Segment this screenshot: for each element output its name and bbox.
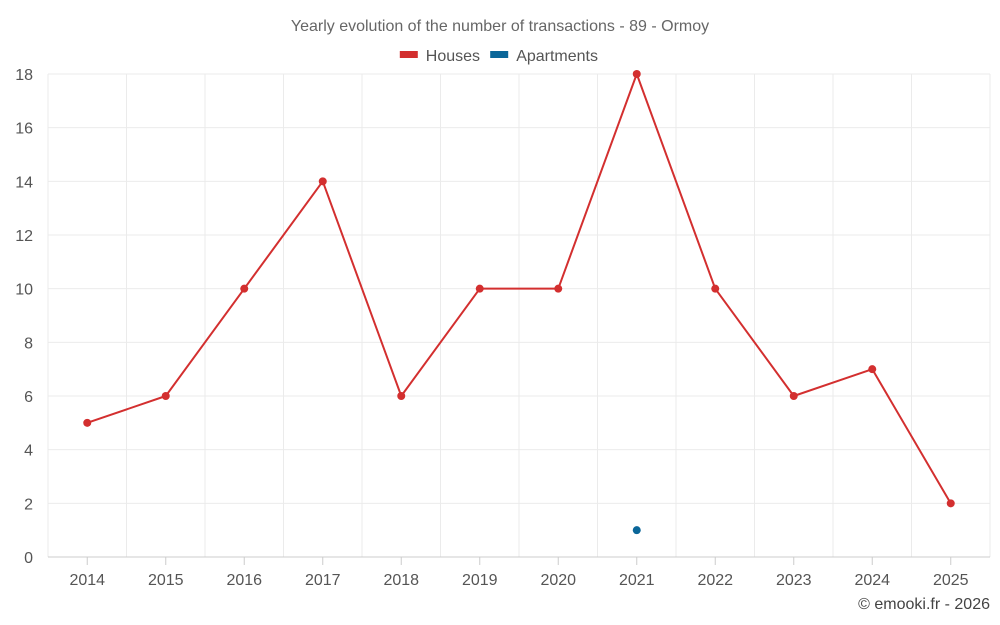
y-tick-label: 14 — [15, 174, 33, 191]
y-tick-label: 4 — [24, 443, 33, 460]
y-tick-label: 12 — [15, 228, 33, 245]
data-point-houses[interactable] — [632, 70, 641, 78]
x-tick-label: 2021 — [619, 572, 655, 589]
legend: Houses Apartments — [399, 48, 598, 65]
data-point-apartments[interactable] — [632, 526, 641, 535]
y-tick-label: 18 — [15, 67, 33, 84]
y-tick-label: 2 — [24, 496, 33, 513]
data-point-houses[interactable] — [789, 392, 798, 400]
data-point-houses[interactable] — [240, 284, 249, 293]
series-apartments — [632, 526, 641, 535]
data-point-houses[interactable] — [83, 418, 92, 427]
x-tick-label: 2025 — [933, 572, 969, 589]
data-point-houses[interactable] — [946, 499, 955, 508]
legend-label: Houses — [426, 48, 480, 65]
credit-text: © emooki.fr - 2026 — [858, 596, 990, 613]
x-tick-label: 2014 — [69, 572, 105, 589]
chart-title: Yearly evolution of the number of transa… — [291, 18, 709, 35]
x-tick-label: 2018 — [383, 572, 419, 589]
data-point-houses[interactable] — [475, 284, 484, 293]
series-layer — [83, 70, 955, 535]
legend-label: Apartments — [516, 48, 598, 65]
grid-horizontal — [48, 73, 990, 558]
x-tick-label: 2015 — [148, 572, 184, 589]
x-tick-label: 2022 — [697, 572, 733, 589]
data-point-houses[interactable] — [868, 365, 877, 374]
data-point-houses[interactable] — [318, 177, 327, 186]
data-point-houses[interactable] — [554, 284, 563, 293]
y-tick-label: 10 — [15, 282, 33, 299]
x-tick-label: 2016 — [226, 572, 262, 589]
y-tick-label: 0 — [24, 550, 33, 567]
x-tick-label: 2019 — [462, 572, 498, 589]
data-point-houses[interactable] — [397, 392, 406, 400]
data-point-houses[interactable] — [711, 284, 720, 293]
legend-item-apartments[interactable]: Apartments — [490, 48, 598, 65]
series-line-houses — [86, 73, 952, 504]
grid-vertical — [47, 74, 991, 557]
y-axis: 0 2 4 6 8 10 12 14 16 18 — [15, 67, 33, 567]
legend-swatch — [490, 51, 509, 58]
data-point-houses[interactable] — [161, 392, 170, 400]
y-tick-label: 6 — [24, 389, 33, 406]
x-tick-label: 2017 — [305, 572, 341, 589]
y-tick-label: 8 — [24, 335, 33, 352]
series-houses — [83, 70, 955, 508]
legend-swatch — [399, 51, 418, 58]
legend-item-houses[interactable]: Houses — [399, 48, 480, 65]
y-tick-label: 16 — [15, 121, 33, 138]
x-tick-label: 2023 — [776, 572, 812, 589]
x-axis: 2014 2015 2016 2017 2018 2019 2020 2021 2022 2023… — [69, 557, 969, 589]
x-tick-label: 2020 — [540, 572, 576, 589]
x-tick-label: 2024 — [854, 572, 890, 589]
